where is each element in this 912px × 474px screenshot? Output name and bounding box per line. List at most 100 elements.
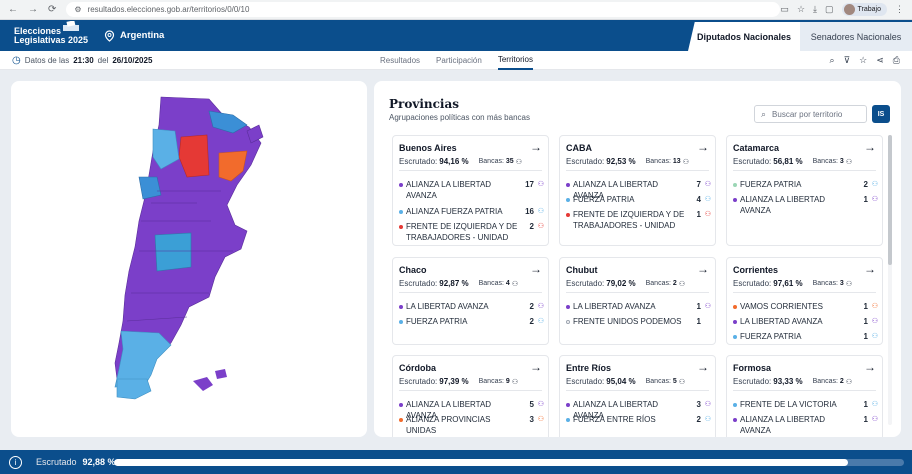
arrow-right-icon[interactable]: → (530, 140, 542, 154)
party-seats: 1 (863, 302, 868, 311)
party-seats: 1 (863, 415, 868, 424)
profile-chip[interactable]: Trabajo (841, 3, 887, 16)
tab-resultados[interactable]: Resultados (380, 56, 421, 65)
party-seats: 2 (529, 317, 534, 326)
tab-territorios[interactable]: Territorios (497, 51, 533, 70)
arrow-right-icon[interactable]: → (697, 140, 709, 154)
scrutiny-progress-fill (114, 459, 848, 466)
map-province-corrientes[interactable] (218, 150, 248, 182)
cards-scrollbar[interactable] (888, 135, 892, 425)
print-icon[interactable]: ⎙ (892, 54, 900, 65)
map-province-misiones[interactable] (246, 124, 264, 144)
province-card-caba[interactable]: CABA → Escrutado: 92,53 % Bancas: 13 ⚇ A… (559, 135, 716, 246)
browser-actions: ▭ ☆ ⤓ ▢ Trabajo ⋮ (780, 3, 912, 16)
province-card-chaco[interactable]: Chaco → Escrutado: 92,87 % Bancas: 4 ⚇ L… (392, 257, 549, 345)
menu-kebab-icon[interactable]: ⋮ (895, 4, 904, 14)
card-divider (399, 292, 542, 293)
share-icon[interactable]: ⋖ (876, 54, 884, 65)
province-card-catamarca[interactable]: Catamarca → Escrutado: 56,81 % Bancas: 3… (726, 135, 883, 246)
seats-label: Bancas: (645, 378, 671, 385)
party-seats: 5 (529, 400, 534, 409)
party-seats: 3 (529, 415, 534, 424)
party-seats: 1 (696, 210, 701, 219)
party-name: FUERZA PATRIA (406, 317, 468, 326)
party-color-dot (566, 417, 570, 422)
party-row: VAMOS CORRIENTES 1 ⚇ (733, 301, 878, 312)
map-province-tierra-del-fuego[interactable] (116, 378, 152, 400)
scrutinized-label: Escrutado: (733, 157, 772, 166)
map-province-catamarca[interactable] (152, 128, 180, 170)
scrutinized-label: Escrutado: (733, 377, 772, 386)
card-divider (566, 170, 709, 171)
info-icon[interactable]: i (9, 455, 22, 469)
reload-icon[interactable]: ⟳ (48, 4, 57, 15)
province-card-corrientes[interactable]: Corrientes → Escrutado: 97,61 % Bancas: … (726, 257, 883, 345)
seats-label: Bancas: (478, 378, 504, 385)
timestamp-time: 21:30 (73, 55, 94, 65)
map-province-santa-cruz[interactable] (114, 330, 172, 388)
person-icon: ⚇ (678, 280, 686, 288)
person-icon: ⚇ (537, 181, 544, 188)
map-islands-malvinas[interactable] (193, 377, 213, 391)
search-icon: ⌕ (761, 108, 767, 119)
party-seats: 1 (696, 317, 701, 326)
arrow-right-icon[interactable]: → (864, 360, 876, 374)
map-province-borders (126, 190, 233, 322)
elections-logo[interactable]: Elecciones Legislativas 2025 (0, 20, 98, 45)
browser-nav: ← → ⟳ (0, 4, 56, 15)
tab-senadores[interactable]: Senadores Nacionales (800, 22, 912, 51)
download-icon[interactable]: ⤓ (813, 4, 817, 14)
arrow-right-icon[interactable]: → (530, 360, 542, 374)
party-seats: 2 (696, 415, 701, 424)
map-province-la-pampa[interactable] (154, 232, 192, 272)
site-info-icon[interactable]: ⚙ (74, 5, 82, 14)
arrow-right-icon[interactable]: → (864, 140, 876, 154)
arrow-right-icon[interactable]: → (697, 360, 709, 374)
star-icon[interactable]: ☆ (859, 54, 868, 65)
party-name: ALIANZA LA LIBERTAD AVANZA (406, 400, 492, 420)
province-card-entre-rios[interactable]: Entre Ríos → Escrutado: 95,04 % Bancas: … (559, 355, 716, 437)
seats-label: Bancas: (645, 280, 671, 287)
tab-diputados[interactable]: Diputados Nacionales (688, 22, 800, 51)
scrutinized-label: Escrutado: (733, 279, 772, 288)
party-color-dot (733, 197, 737, 202)
party-row: FUERZA ENTRE RÍOS 2 ⚇ (566, 414, 711, 425)
map-province-fit[interactable] (178, 134, 210, 178)
extensions-icon[interactable]: ▢ (825, 4, 834, 14)
region-selector[interactable]: Argentina (104, 29, 164, 42)
party-name: ALIANZA LA LIBERTAD AVANZA (740, 415, 826, 435)
party-row: ALIANZA LA LIBERTAD AVANZA 5 ⚇ (399, 399, 544, 421)
province-card-cordoba[interactable]: Córdoba → Escrutado: 97,39 % Bancas: 9 ⚇… (392, 355, 549, 437)
arrow-right-icon[interactable]: → (864, 262, 876, 276)
person-icon: ⚇ (871, 318, 878, 325)
party-row: LA LIBERTAD AVANZA 1 ⚇ (566, 301, 711, 312)
map-islands-malvinas-east[interactable] (215, 369, 227, 379)
party-color-dot (566, 319, 570, 324)
map-province-la-rioja[interactable] (138, 176, 162, 200)
address-bar[interactable]: ⚙ resultados.elecciones.gob.ar/territori… (66, 2, 781, 17)
province-card-buenos-aires[interactable]: Buenos Aires → Escrutado: 94,16 % Bancas… (392, 135, 549, 246)
province-card-chubut[interactable]: Chubut → Escrutado: 79,02 % Bancas: 2 ⚇ … (559, 257, 716, 345)
back-icon[interactable]: ← (8, 4, 18, 15)
arrow-right-icon[interactable]: → (530, 262, 542, 276)
scrollbar-thumb[interactable] (888, 135, 892, 265)
party-color-dot (733, 304, 737, 309)
scrutiny-progress-bar (114, 459, 904, 466)
party-row: ALIANZA PROVINCIAS UNIDAS 3 ⚇ (399, 414, 544, 436)
forward-icon[interactable]: → (28, 4, 38, 15)
search-icon[interactable]: ⌕ (829, 54, 835, 65)
install-icon[interactable]: ▭ (780, 4, 789, 14)
scrutinized-value: 79,02 % (606, 279, 636, 288)
filter-icon[interactable]: ⊽ (843, 54, 851, 65)
party-seats: 1 (863, 332, 868, 341)
search-submit-button[interactable]: IS (872, 105, 890, 123)
party-name: FUERZA PATRIA (740, 332, 802, 341)
bookmark-star-icon[interactable]: ☆ (796, 4, 806, 14)
map-province-formosa[interactable] (208, 110, 248, 134)
map-panel (11, 81, 367, 437)
territory-search-input[interactable]: ⌕ Buscar por territorio (754, 105, 867, 123)
tab-participacion[interactable]: Participación (436, 56, 482, 65)
province-card-formosa[interactable]: Formosa → Escrutado: 93,33 % Bancas: 2 ⚇… (726, 355, 883, 437)
arrow-right-icon[interactable]: → (697, 262, 709, 276)
logo-line-1: Elecciones (14, 25, 62, 36)
